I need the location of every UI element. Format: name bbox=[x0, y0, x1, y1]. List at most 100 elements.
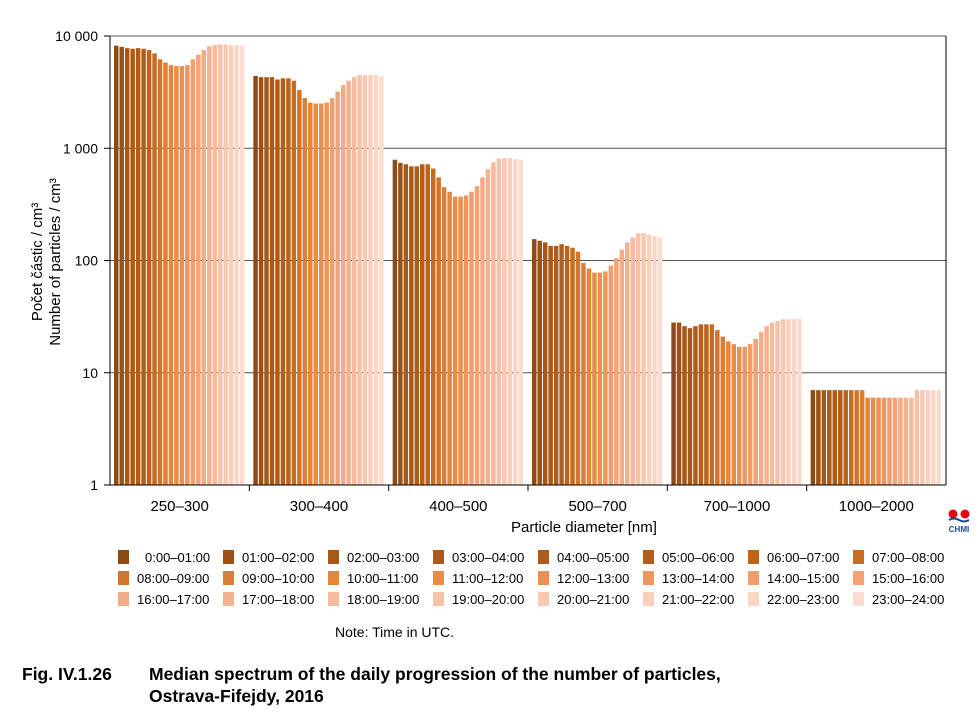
legend-item: 11:00–12:00 bbox=[433, 570, 523, 586]
bar bbox=[485, 169, 491, 485]
bar bbox=[513, 159, 518, 485]
bar bbox=[791, 319, 797, 485]
bar bbox=[537, 240, 542, 485]
legend-swatch bbox=[223, 571, 234, 585]
bar bbox=[570, 247, 575, 485]
figure-caption: Fig. IV.1.26 Median spectrum of the daily… bbox=[22, 663, 721, 707]
bar bbox=[715, 330, 720, 485]
bar bbox=[559, 244, 564, 485]
bar bbox=[190, 59, 196, 486]
legend-swatch bbox=[328, 550, 339, 564]
legend-swatch bbox=[433, 550, 444, 564]
bar bbox=[119, 46, 124, 486]
y-tick-label: 1 000 bbox=[63, 140, 98, 156]
bar bbox=[832, 390, 838, 485]
legend-swatch bbox=[328, 592, 339, 606]
bar bbox=[223, 44, 228, 486]
bar bbox=[398, 162, 403, 485]
bar bbox=[592, 272, 597, 485]
caption-line1: Median spectrum of the daily progression… bbox=[149, 664, 721, 684]
logo-text: CHMI bbox=[949, 525, 969, 534]
bar bbox=[253, 76, 258, 486]
bar bbox=[280, 78, 286, 485]
legend-swatch bbox=[853, 550, 864, 564]
bar bbox=[179, 66, 185, 485]
bar bbox=[931, 390, 936, 485]
bar bbox=[518, 159, 523, 485]
legend-item: 10:00–11:00 bbox=[328, 570, 418, 586]
bar bbox=[269, 77, 275, 486]
bar bbox=[687, 328, 693, 485]
bar bbox=[234, 45, 239, 485]
legend-label: 14:00–15:00 bbox=[767, 570, 840, 586]
legend-swatch bbox=[643, 592, 654, 606]
legend-item: 07:00–08:00 bbox=[853, 549, 944, 565]
bar bbox=[597, 272, 603, 485]
legend-label: 02:00–03:00 bbox=[347, 549, 420, 565]
caption-number: Fig. IV.1.26 bbox=[22, 664, 112, 684]
bar bbox=[671, 322, 676, 485]
legend-item: 01:00–02:00 bbox=[223, 549, 314, 565]
bar bbox=[581, 263, 586, 485]
bar bbox=[575, 251, 581, 485]
bar bbox=[346, 80, 351, 485]
y-axis-label-cz: Počet částic / cm³ bbox=[29, 203, 46, 321]
bar bbox=[865, 397, 870, 485]
bar bbox=[409, 166, 414, 486]
bar bbox=[898, 397, 903, 485]
bar bbox=[207, 46, 212, 486]
bar bbox=[308, 102, 313, 485]
legend-swatch bbox=[433, 571, 444, 585]
bars bbox=[114, 44, 941, 486]
bar bbox=[217, 44, 223, 486]
legend-swatch bbox=[538, 550, 549, 564]
bar bbox=[373, 74, 379, 486]
bar bbox=[324, 102, 329, 485]
legend-item: 20:00–21:00 bbox=[538, 591, 629, 607]
x-axis-label: Particle diameter [nm] bbox=[511, 519, 657, 536]
bar bbox=[403, 164, 409, 485]
legend-item: 19:00–20:00 bbox=[433, 591, 524, 607]
bar bbox=[286, 78, 291, 485]
bar bbox=[174, 66, 179, 485]
bar bbox=[619, 249, 625, 485]
bar bbox=[414, 166, 420, 486]
bar bbox=[731, 344, 736, 485]
bar bbox=[881, 397, 887, 485]
y-tick-label: 10 bbox=[82, 365, 98, 381]
bar bbox=[920, 390, 925, 485]
bar bbox=[297, 90, 302, 485]
bar bbox=[753, 338, 758, 485]
bar bbox=[682, 326, 687, 485]
bar bbox=[936, 390, 941, 485]
legend-item: 21:00–22:00 bbox=[643, 591, 734, 607]
bar bbox=[480, 177, 485, 485]
bar bbox=[542, 242, 548, 485]
legend-swatch bbox=[223, 592, 234, 606]
bar bbox=[810, 390, 816, 485]
bar bbox=[742, 346, 747, 485]
legend-item: 06:00–07:00 bbox=[748, 549, 839, 565]
legend-swatch bbox=[118, 592, 129, 606]
legend-item: 03:00–04:00 bbox=[433, 549, 524, 565]
bar bbox=[196, 54, 201, 485]
bar bbox=[458, 196, 463, 485]
bar bbox=[351, 77, 357, 486]
bar bbox=[652, 236, 657, 485]
bar bbox=[553, 245, 559, 485]
bar bbox=[586, 268, 592, 485]
x-tick-label: 700–1000 bbox=[704, 498, 771, 515]
bar bbox=[124, 48, 130, 486]
legend-item: 04:00–05:00 bbox=[538, 549, 629, 565]
bar bbox=[726, 341, 731, 485]
bar bbox=[362, 74, 368, 486]
bar bbox=[848, 390, 854, 485]
legend-label: 22:00–23:00 bbox=[767, 591, 840, 607]
bar bbox=[764, 326, 769, 485]
bar bbox=[185, 65, 190, 485]
y-axis-label-en: Number of particles / cm³ bbox=[47, 178, 64, 346]
bar bbox=[452, 196, 458, 485]
bar bbox=[737, 346, 742, 485]
legend-item: 09:00–10:00 bbox=[223, 570, 314, 586]
caption-line2: Ostrava-Fifejdy, 2016 bbox=[149, 686, 324, 706]
